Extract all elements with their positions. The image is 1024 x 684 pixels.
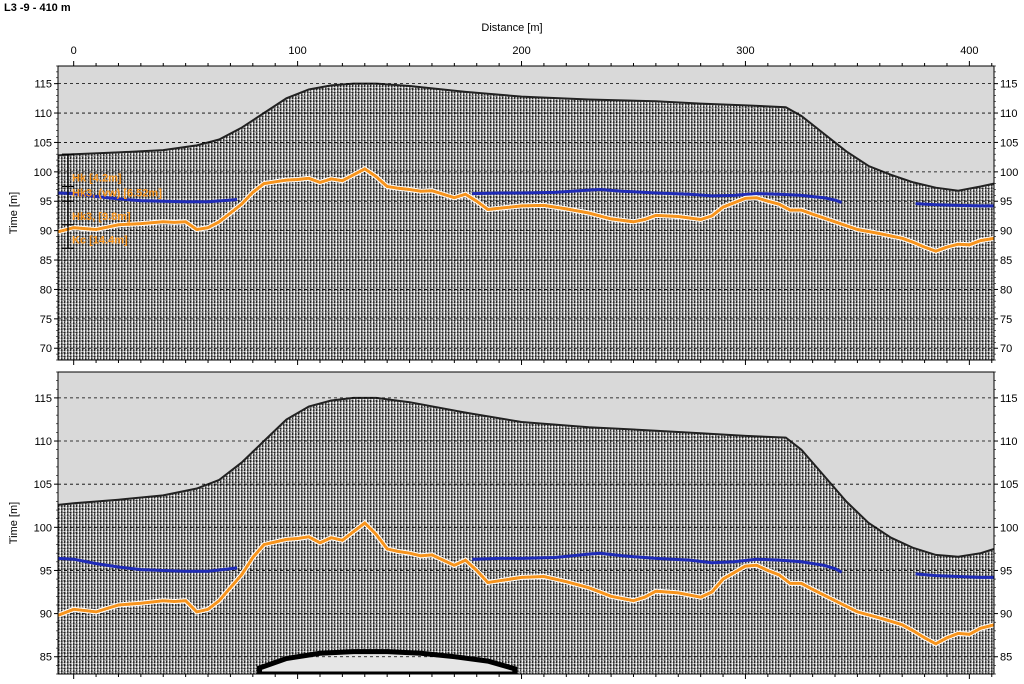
radargram-bands [58, 397, 994, 674]
y-tick-label: 90 [40, 226, 52, 238]
y-tick-label: 90 [40, 609, 52, 621]
y-tick-label-right: 95 [1000, 196, 1012, 208]
y-tick-label-right: 70 [1000, 343, 1012, 355]
y-tick-label: 95 [40, 196, 52, 208]
x-tick-label: 400 [960, 45, 978, 57]
y-tick-label-right: 105 [1000, 479, 1018, 491]
y-axis-label: Time [m] [8, 192, 20, 234]
series-blue-line [472, 187, 843, 204]
radargram-body [58, 396, 994, 674]
y-tick-label: 105 [34, 479, 52, 491]
layer-bracket [62, 153, 74, 249]
y-tick-label: 95 [40, 565, 52, 577]
y-tick-label: 100 [34, 167, 52, 179]
y-tick-label-right: 110 [1000, 108, 1018, 120]
radargram-bands [58, 83, 994, 360]
y-tick-label-right: 90 [1000, 609, 1012, 621]
layer-label: Hk3, [9.8m] [72, 211, 131, 223]
y-tick-label-right: 80 [1000, 284, 1012, 296]
ground-surface-line [58, 82, 994, 192]
y-tick-label: 115 [34, 79, 52, 91]
series-orange-line [58, 521, 994, 646]
y-tick-label: 110 [34, 108, 52, 120]
x-tick-label: 0 [71, 45, 77, 57]
plot-frame [57, 371, 995, 675]
series-blue-line [915, 202, 994, 208]
y-tick-label-right: 90 [1000, 226, 1012, 238]
y-tick-label-right: 100 [1000, 167, 1018, 179]
y-tick-label-right: 115 [1000, 393, 1018, 405]
y-tick-label-right: 95 [1000, 565, 1012, 577]
y-tick-label: 100 [34, 522, 52, 534]
y-tick-label-right: 110 [1000, 436, 1018, 448]
ground-surface-line [58, 396, 994, 558]
layer-label: Hk [4.2m] [72, 173, 122, 185]
y-tick-label-right: 105 [1000, 137, 1018, 149]
radargram-body [58, 82, 994, 360]
y-tick-label: 110 [34, 436, 52, 448]
layer-label: Hk3, (vw) [6.52m] [72, 187, 162, 199]
y-tick-label: 75 [40, 314, 52, 326]
plot-panel-2: 85 85 90 90 95 95 100 100 105 105 110 110 115 115 Time… [8, 371, 1018, 679]
chart-title: L3 -9 - 410 m [4, 2, 71, 14]
series-blue-line [915, 572, 994, 579]
y-tick-label: 70 [40, 343, 52, 355]
y-tick-label: 85 [40, 652, 52, 664]
y-tick-label: 80 [40, 284, 52, 296]
deep-reflector-blob [256, 649, 518, 674]
y-axis-label: Time [m] [8, 502, 20, 544]
y-tick-label: 85 [40, 255, 52, 267]
y-tick-label: 105 [34, 137, 52, 149]
x-tick-label: 300 [736, 45, 754, 57]
y-tick-label: 115 [34, 393, 52, 405]
series-orange-line [58, 167, 994, 253]
series-blue-line [58, 556, 238, 573]
x-tick-label: 100 [288, 45, 306, 57]
y-tick-label-right: 100 [1000, 522, 1018, 534]
series-blue-line [472, 551, 843, 574]
x-axis-label: Distance [m] [481, 22, 543, 34]
x-tick-label: 200 [512, 45, 530, 57]
y-tick-label-right: 85 [1000, 652, 1012, 664]
y-tick-label-right: 115 [1000, 79, 1018, 91]
plot-panel-1: 70 70 75 75 80 80 85 85 90 90 95 95 100 100 105 105 110 1… [8, 45, 1018, 365]
y-tick-label-right: 75 [1000, 314, 1012, 326]
y-tick-label-right: 85 [1000, 255, 1012, 267]
series-blue-line [58, 191, 238, 204]
layer-label: Kc [14.4m] [72, 234, 128, 246]
